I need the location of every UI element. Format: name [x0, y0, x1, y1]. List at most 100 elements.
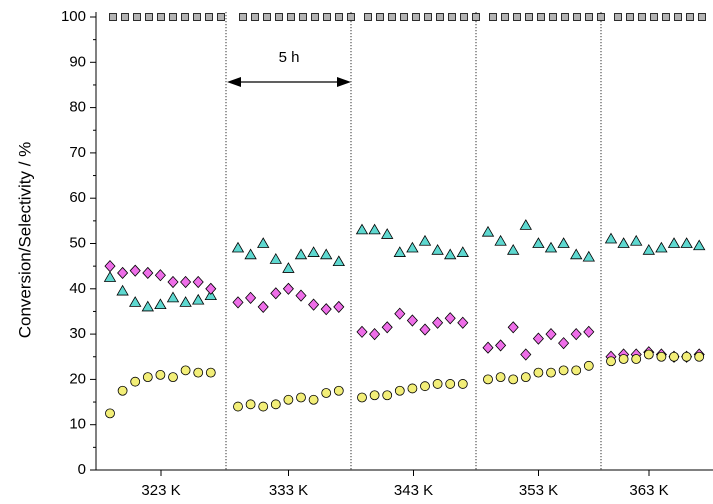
diamond-point: [232, 296, 244, 309]
triangle-point: [320, 248, 333, 260]
conversion-point: [472, 13, 480, 21]
circle-point: [193, 367, 204, 378]
triangle-point: [129, 296, 142, 307]
conversion-point: [650, 13, 658, 21]
conversion-point: [388, 13, 396, 21]
diamond-point: [257, 300, 269, 314]
diamond-point: [432, 316, 444, 329]
conversion-point: [626, 13, 634, 21]
circle-point: [558, 365, 569, 376]
diamond-point: [570, 328, 582, 341]
triangle-point: [244, 248, 257, 260]
conversion-point: [561, 13, 569, 21]
triangle-point: [166, 291, 180, 303]
conversion-point: [157, 13, 165, 21]
conversion-point: [263, 13, 271, 21]
conversion-point: [311, 13, 319, 21]
triangle-point: [456, 246, 469, 257]
circle-point: [520, 372, 531, 383]
circle-point: [457, 379, 468, 389]
circle-point: [420, 381, 430, 392]
diamond-point: [457, 316, 469, 329]
conversion-point: [133, 13, 141, 21]
triangle-point: [282, 262, 295, 273]
diamond-point: [333, 300, 345, 314]
circle-point: [382, 390, 393, 401]
circle-point: [631, 354, 642, 364]
y-tick-label: 100: [61, 8, 86, 25]
triangle-point: [655, 241, 668, 253]
circle-point: [155, 369, 166, 380]
triangle-point: [269, 253, 282, 264]
circle-point: [233, 401, 243, 412]
diamond-point: [356, 325, 368, 338]
conversion-point: [205, 13, 213, 21]
diamond-point: [154, 269, 166, 282]
conversion-point: [335, 13, 343, 21]
circle-point: [270, 399, 281, 410]
triangle-point: [192, 293, 205, 305]
circle-point: [258, 401, 269, 412]
circle-point: [483, 374, 493, 385]
diamond-point: [394, 307, 406, 320]
conversion-point: [347, 13, 355, 21]
circle-point: [533, 367, 544, 378]
triangle-point: [294, 248, 308, 260]
y-tick-label: 30: [69, 325, 86, 342]
y-axis-title: Conversion/Selectivity / %: [15, 142, 34, 339]
conversion-point: [460, 13, 468, 21]
y-tick-label: 10: [69, 416, 86, 433]
conversion-point: [121, 13, 129, 21]
conversion-point: [436, 13, 444, 21]
y-ticks: 0 10 20 30 40 50 60 70 80 90 100: [61, 8, 96, 478]
x-category-label: 323 K: [141, 482, 180, 499]
conversion-point: [597, 13, 605, 21]
circle-point: [546, 367, 556, 378]
plot-frame: [95, 12, 713, 471]
conversion-point: [323, 13, 331, 21]
conversion-point: [239, 13, 247, 21]
triangle-point: [693, 239, 706, 251]
conversion-point: [525, 13, 533, 21]
triangle-point: [557, 237, 570, 248]
diamond-point: [520, 348, 532, 361]
triangle-point: [179, 296, 192, 307]
circle-point: [669, 351, 679, 362]
conversion-point: [364, 13, 372, 21]
circle-point: [681, 351, 692, 362]
y-tick-label: 50: [69, 234, 86, 251]
circle-point: [308, 394, 319, 405]
conversion-point: [638, 13, 646, 21]
conversion-point: [193, 13, 201, 21]
circle-point: [180, 365, 191, 376]
conversion-point: [686, 13, 694, 21]
conversion-point: [145, 13, 153, 21]
circle-point: [618, 354, 629, 364]
conversion-point: [400, 13, 408, 21]
conversion-point: [674, 13, 682, 21]
triangle-point: [570, 248, 583, 260]
conversion-point: [169, 13, 177, 21]
circle-point: [117, 385, 128, 396]
diamond-point: [282, 282, 294, 295]
conversion-point: [614, 13, 622, 21]
conversion-point: [549, 13, 557, 21]
diamond-point: [419, 323, 431, 336]
triangle-point: [406, 241, 419, 253]
diamond-point: [129, 264, 141, 277]
circle-point: [142, 372, 153, 383]
diamond-point: [192, 275, 204, 289]
triangle-point: [332, 255, 345, 267]
triangle-point: [582, 250, 595, 262]
circle-point: [283, 394, 294, 405]
duration-arrow-right-head: [337, 77, 351, 87]
duration-arrow-left-head: [227, 77, 241, 87]
triangle-point: [381, 228, 394, 239]
diamond-point: [482, 341, 494, 354]
circle-point: [168, 372, 178, 383]
conversion-point: [501, 13, 509, 21]
circle-point: [583, 360, 594, 371]
conversion-point: [662, 13, 670, 21]
circle-point: [245, 399, 256, 410]
